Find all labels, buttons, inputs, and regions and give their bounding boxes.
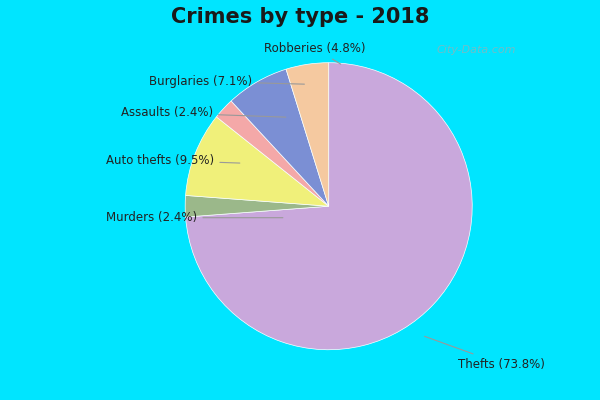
Wedge shape — [185, 196, 329, 217]
Text: City-Data.com: City-Data.com — [436, 45, 516, 55]
Text: Burglaries (7.1%): Burglaries (7.1%) — [149, 75, 304, 88]
Text: Auto thefts (9.5%): Auto thefts (9.5%) — [106, 154, 240, 167]
Text: Crimes by type - 2018: Crimes by type - 2018 — [171, 7, 429, 27]
Wedge shape — [286, 63, 329, 206]
Text: Thefts (73.8%): Thefts (73.8%) — [425, 336, 545, 370]
Wedge shape — [185, 117, 329, 206]
Wedge shape — [217, 101, 329, 206]
Text: Assaults (2.4%): Assaults (2.4%) — [121, 106, 286, 120]
Wedge shape — [185, 63, 472, 350]
Text: Murders (2.4%): Murders (2.4%) — [106, 211, 283, 224]
Text: Robberies (4.8%): Robberies (4.8%) — [264, 42, 365, 64]
Wedge shape — [231, 69, 329, 206]
